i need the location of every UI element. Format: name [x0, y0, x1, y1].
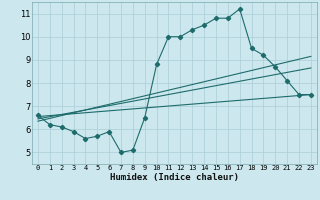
X-axis label: Humidex (Indice chaleur): Humidex (Indice chaleur)	[110, 173, 239, 182]
